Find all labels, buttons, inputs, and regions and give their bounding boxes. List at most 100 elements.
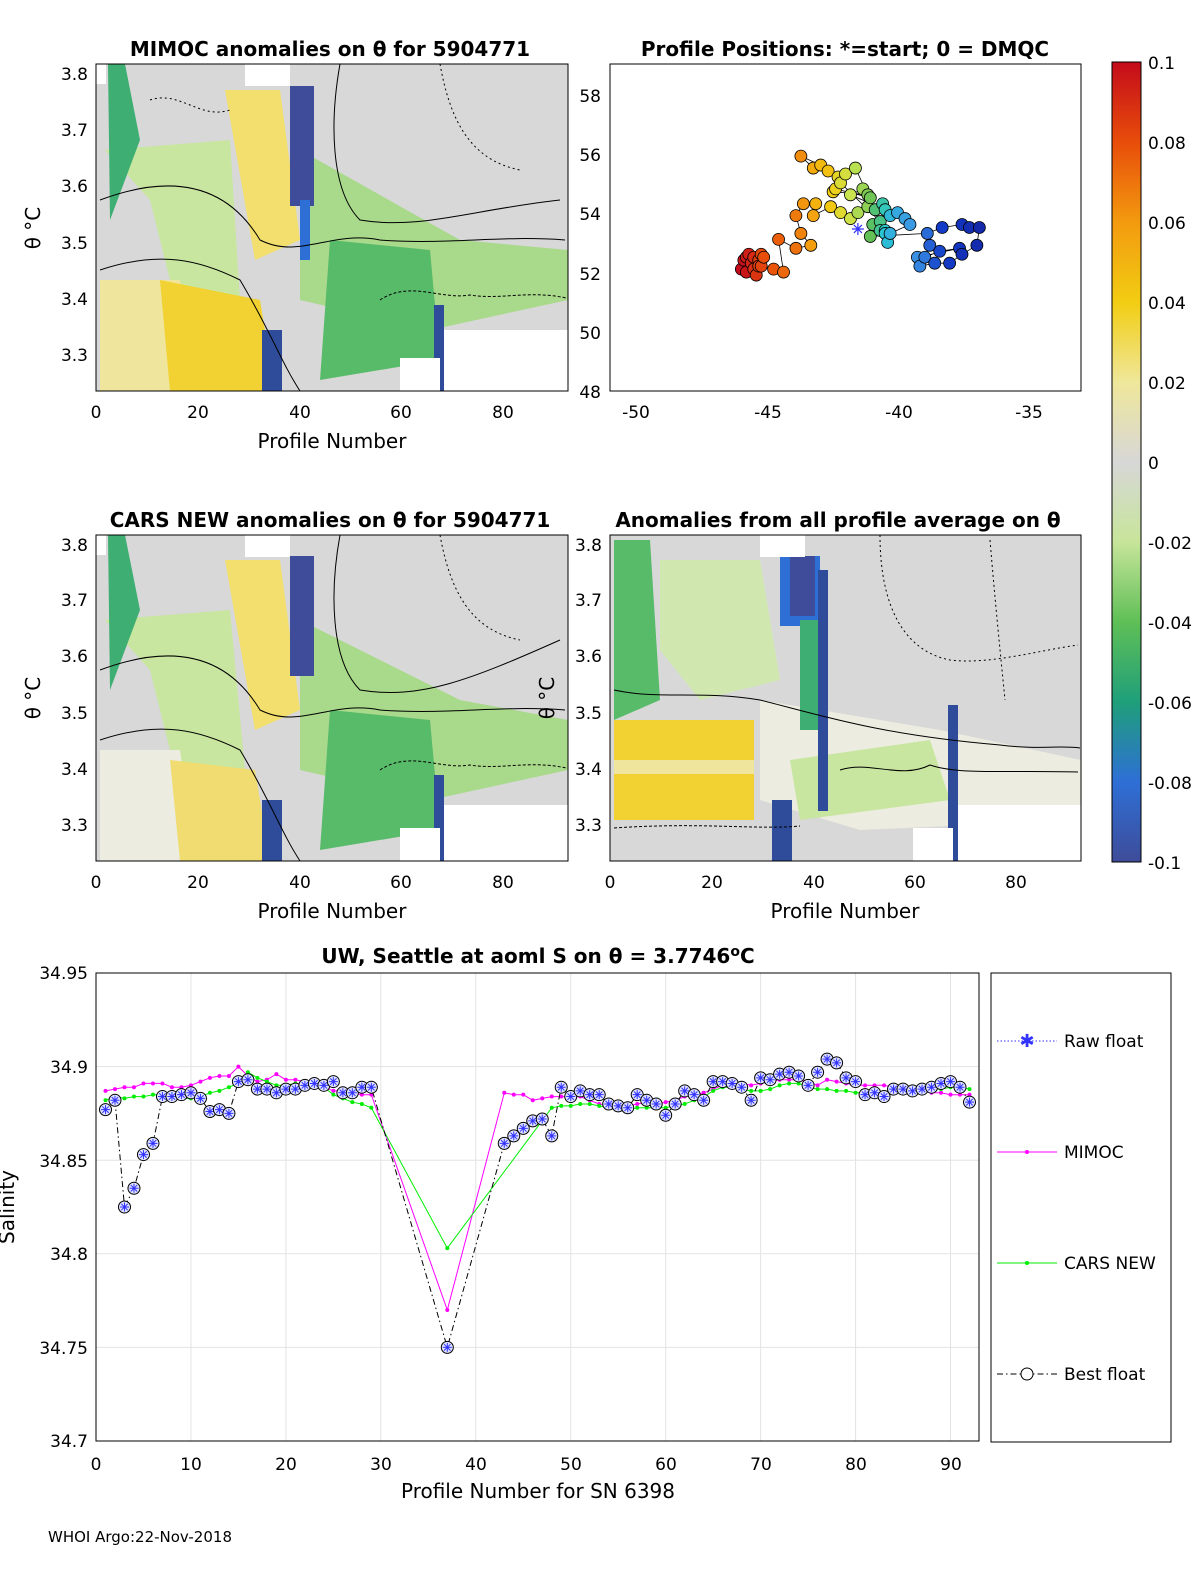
positions-ticks: -50 -45 -40 -35 48 50 52 54 56 58 [579,87,1043,423]
profile-position-point [928,256,942,270]
positions-ytick: 56 [579,146,601,166]
raw-point [813,1067,823,1077]
positions-ytick: 50 [579,324,601,344]
profile-position-point [834,206,847,220]
profile-position-point [903,218,917,231]
raw-point [556,1082,566,1092]
mimoc-point [141,1081,146,1086]
cars-panel: CARS NEW anomalies on θ for 5904771 [21,508,569,923]
salinity-ticks: 0 10 20 30 40 50 60 70 80 90 34.7 34.75 … [39,964,961,1475]
profile-position-point [796,197,810,211]
colorbar-tick: -0.08 [1148,774,1192,794]
cars-point [549,1105,554,1110]
avg-xtick: 60 [904,873,926,893]
cars-point [787,1081,792,1086]
avg-ytick: 3.4 [575,760,602,780]
raw-point [955,1082,965,1092]
mimoc-point [701,1090,706,1095]
mimoc-point [169,1085,174,1090]
raw-point [642,1095,652,1105]
profile-position-point [839,167,852,181]
cars-point [682,1102,687,1107]
profile-position-point [772,232,785,246]
avg-panel: Anomalies from all profile average on θ [535,508,1082,923]
raw-point [680,1086,690,1096]
mimoc-point [103,1088,108,1093]
mimoc-point [112,1087,117,1092]
mimoc-ytick: 3.4 [61,290,88,310]
cars-axes-box [95,534,569,862]
raw-point [699,1095,709,1105]
positions-xtick: -35 [1015,403,1043,423]
colorbar-tick: 0.1 [1148,54,1175,74]
cars-ytick: 3.4 [61,760,88,780]
raw-point [547,1131,557,1141]
positions-panel: Profile Positions: *=start; 0 = DMQC -50… [579,37,1082,423]
avg-title: Anomalies from all profile average on θ [615,508,1060,532]
cars-ytick: 3.8 [61,536,88,556]
mimoc-point [217,1073,222,1078]
cars-ytick: 3.7 [61,591,88,611]
raw-point [138,1150,148,1160]
mimoc-point [293,1077,298,1082]
cars-point [274,1083,279,1088]
mimoc-point [331,1088,336,1093]
positions-title: Profile Positions: *=start; 0 = DMQC [641,37,1049,61]
raw-point [927,1082,937,1092]
mimoc-point [502,1090,507,1095]
mimoc-point [834,1079,839,1084]
salinity-xtick: 20 [275,1455,297,1475]
mimoc-point [863,1083,868,1088]
positions-ytick: 52 [579,265,601,285]
mimoc-point [283,1077,288,1082]
salinity-ytick: 34.95 [39,964,88,984]
raw-point [205,1107,215,1117]
cars-point [578,1102,583,1107]
legend-box [990,972,1172,1443]
salinity-ytick: 34.7 [50,1432,88,1452]
colorbar-gradient [1111,61,1142,863]
mimoc-point [939,1090,944,1095]
profile-position-point [849,161,862,175]
raw-point [300,1080,310,1090]
raw-point [499,1138,509,1148]
raw-point [338,1088,348,1098]
mimoc-point [207,1075,212,1080]
profile-position-point [970,238,984,252]
cars-point [217,1088,222,1093]
salinity-axes-box [95,972,980,1442]
profile-position-point [777,265,790,279]
colorbar-tick: 0.02 [1148,374,1186,394]
positions-ytick: 48 [579,383,601,403]
raw-point [946,1077,956,1087]
raw-point [604,1099,614,1109]
cars-point [834,1088,839,1093]
cars-point [663,1105,668,1110]
raw-point [357,1082,367,1092]
raw-point [119,1202,129,1212]
avg-xtick: 20 [701,873,723,893]
cars-xtick: 60 [390,873,412,893]
mimoc-point [749,1083,754,1088]
mimoc-title: MIMOC anomalies on θ for 5904771 [130,37,530,61]
profile-position-point [804,238,818,252]
legend-best-label: Best float [1064,1365,1146,1385]
raw-point [537,1114,547,1124]
raw-point [661,1110,671,1120]
cars-point [255,1075,260,1080]
salinity-xtick: 90 [940,1455,962,1475]
avg-ytick: 3.6 [575,647,602,667]
cars-point [568,1103,573,1108]
cars-heatmap [96,534,568,862]
raw-point [870,1088,880,1098]
colorbar-tick: -0.06 [1148,694,1192,714]
mimoc-point [559,1094,564,1099]
profile-position-point [757,250,771,264]
mimoc-xtick: 0 [91,403,102,423]
colorbar-tick: 0.08 [1148,134,1186,154]
salinity-xtick: 0 [91,1455,102,1475]
raw-point [100,1105,110,1115]
legend-item-raw: ✱ Raw float [997,1031,1144,1052]
cars-point [749,1088,754,1093]
cars-point [226,1085,231,1090]
